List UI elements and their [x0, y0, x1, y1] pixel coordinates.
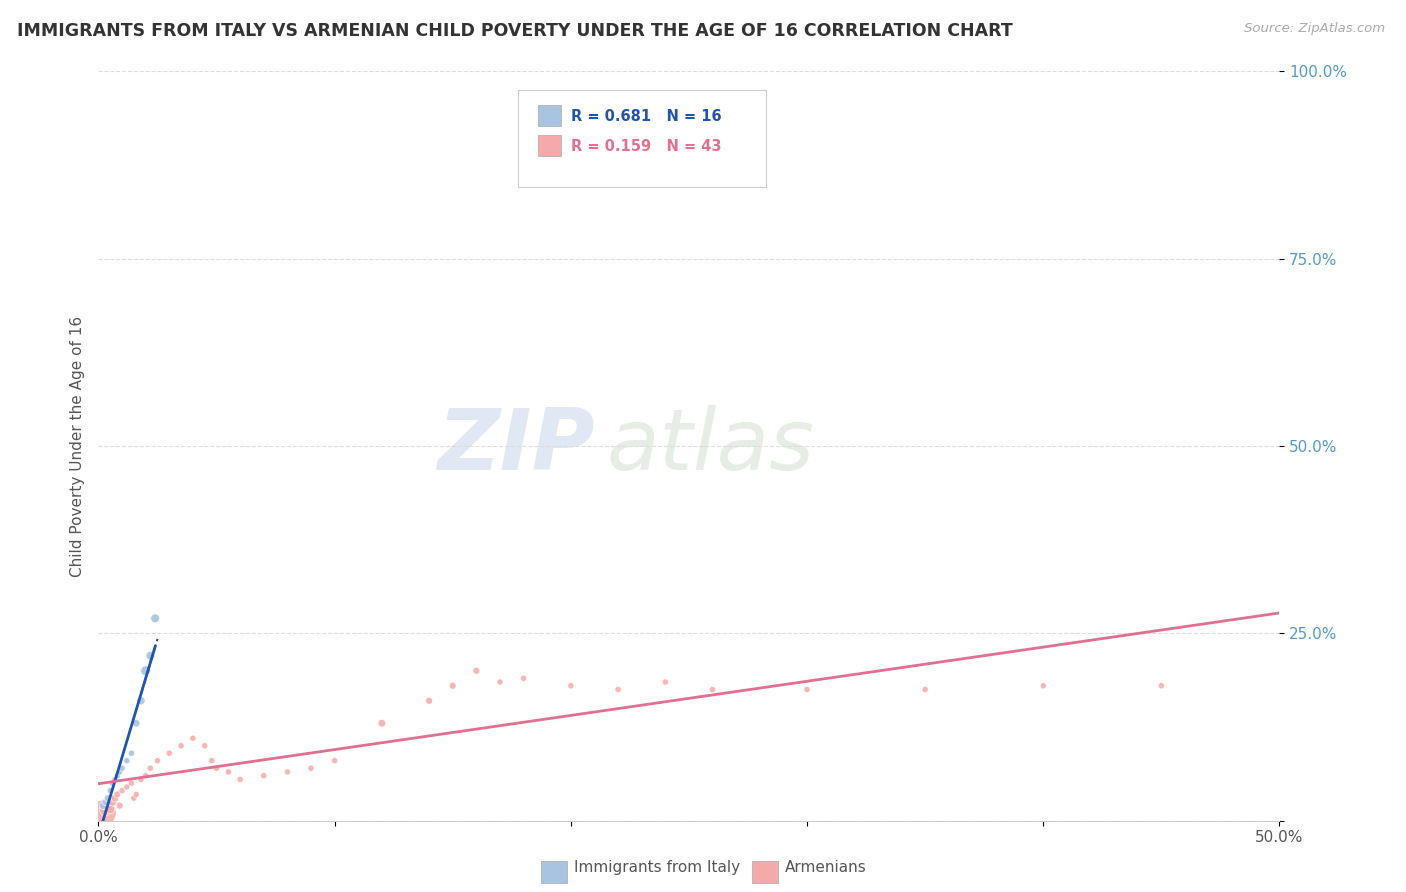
Text: IMMIGRANTS FROM ITALY VS ARMENIAN CHILD POVERTY UNDER THE AGE OF 16 CORRELATION : IMMIGRANTS FROM ITALY VS ARMENIAN CHILD … [17, 22, 1012, 40]
Point [1032, 679, 1054, 693]
Point [796, 682, 818, 697]
Point [418, 694, 440, 708]
Point [105, 769, 128, 783]
Point [143, 611, 166, 625]
Point [181, 731, 204, 746]
Point [299, 761, 322, 775]
Point [125, 716, 148, 731]
Point [465, 664, 488, 678]
Point [371, 716, 394, 731]
Point [512, 671, 534, 685]
Point [98, 802, 121, 816]
Point [122, 791, 145, 805]
Point [229, 772, 252, 787]
Text: Armenians: Armenians [785, 860, 866, 874]
Point [201, 754, 224, 768]
Point [115, 754, 138, 768]
Point [139, 761, 162, 775]
Point [94, 802, 117, 816]
Point [97, 791, 120, 805]
Bar [541, 861, 567, 883]
Bar [752, 861, 778, 883]
Point [135, 769, 157, 783]
Point [98, 783, 121, 797]
Point [121, 776, 143, 790]
Text: atlas: atlas [606, 404, 814, 488]
Point [276, 764, 298, 779]
Point [139, 648, 162, 663]
Point [253, 769, 276, 783]
Point [441, 679, 464, 693]
Point [560, 679, 582, 693]
Point [115, 780, 138, 794]
Bar [537, 135, 561, 156]
Point [101, 776, 124, 790]
Point [194, 739, 217, 753]
Point [205, 761, 228, 775]
Point [104, 791, 127, 805]
Text: ZIP: ZIP [437, 404, 595, 488]
Point [111, 761, 134, 775]
Point [105, 788, 128, 802]
Point [94, 795, 117, 809]
Point [323, 754, 346, 768]
Point [111, 783, 134, 797]
Point [125, 788, 148, 802]
Point [607, 682, 630, 697]
Point [104, 772, 127, 787]
Point [101, 795, 124, 809]
Point [108, 764, 131, 779]
Point [91, 806, 114, 821]
Point [157, 746, 180, 760]
Text: R = 0.159   N = 43: R = 0.159 N = 43 [571, 139, 721, 153]
Point [217, 764, 239, 779]
Point [108, 798, 131, 813]
FancyBboxPatch shape [517, 90, 766, 187]
Point [654, 675, 676, 690]
Point [489, 675, 512, 690]
Point [97, 798, 120, 813]
Bar [537, 105, 561, 126]
Point [129, 772, 152, 787]
Text: Source: ZipAtlas.com: Source: ZipAtlas.com [1244, 22, 1385, 36]
Point [146, 754, 169, 768]
Point [121, 746, 143, 760]
Point [1150, 679, 1173, 693]
Point [170, 739, 193, 753]
Text: Immigrants from Italy: Immigrants from Italy [574, 860, 740, 874]
Point [702, 682, 724, 697]
Point [91, 798, 114, 813]
Point [914, 682, 936, 697]
Point [135, 664, 157, 678]
Point [129, 694, 152, 708]
Text: R = 0.681   N = 16: R = 0.681 N = 16 [571, 109, 721, 124]
Y-axis label: Child Poverty Under the Age of 16: Child Poverty Under the Age of 16 [69, 316, 84, 576]
